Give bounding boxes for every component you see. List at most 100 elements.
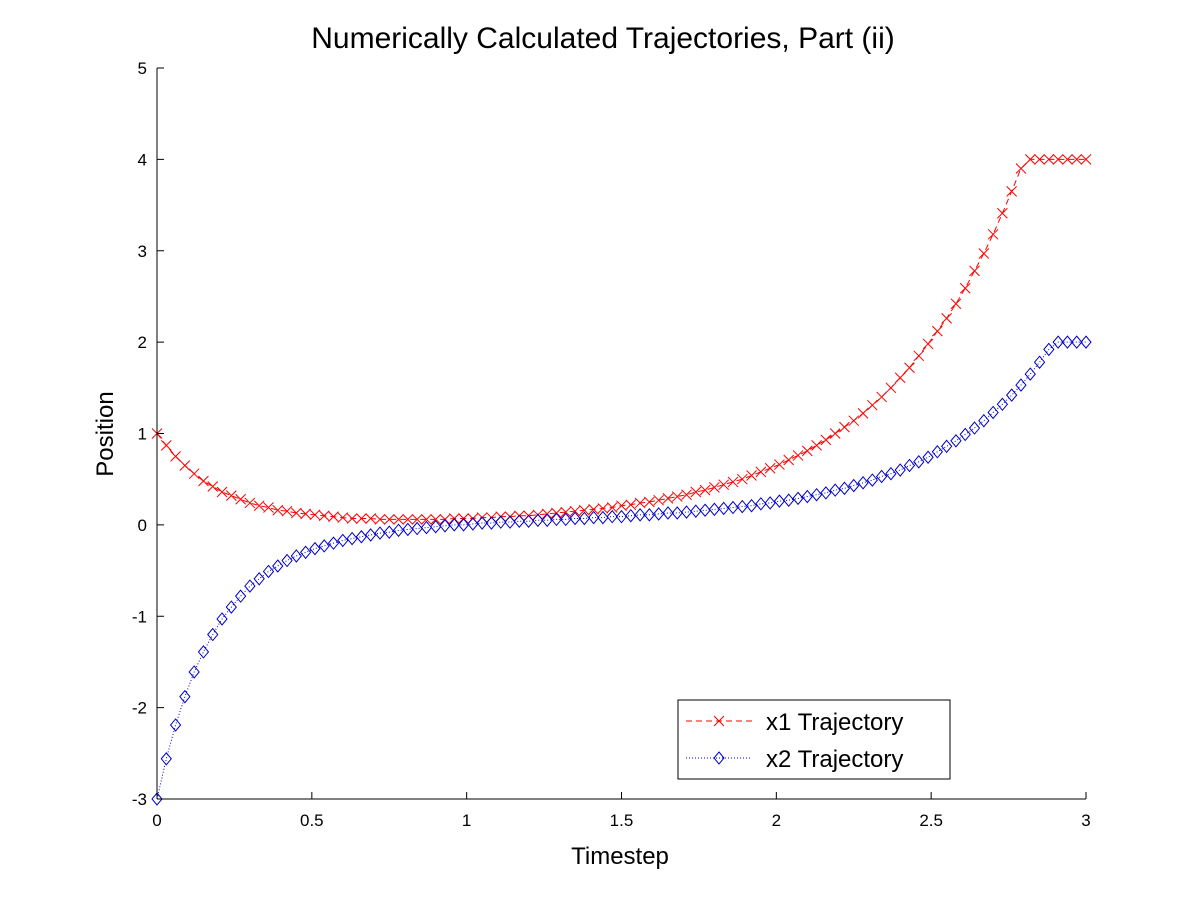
data-point <box>253 500 265 512</box>
data-point <box>346 513 358 524</box>
data-point <box>727 476 739 488</box>
ticks: 0 0.5 1 1.5 2 2.5 3 -3 -2 -1 0 1 2 3 4 5 <box>132 59 1091 830</box>
data-point <box>1052 335 1064 349</box>
data-point <box>356 513 367 524</box>
data-point <box>792 491 804 506</box>
data-point <box>616 500 627 512</box>
legend-marker-x2 <box>713 751 725 765</box>
y-axis-title: Position <box>92 391 119 476</box>
data-point <box>170 450 181 462</box>
data-point <box>941 313 953 324</box>
x-tick-label: 2 <box>772 811 781 830</box>
data-point <box>783 454 795 466</box>
data-point <box>374 526 386 540</box>
x-tick-label: 1 <box>462 811 471 830</box>
data-point <box>327 536 340 550</box>
data-point <box>1034 154 1045 165</box>
data-point <box>690 486 702 498</box>
data-point <box>829 428 841 439</box>
y-tick-label: 3 <box>138 242 147 261</box>
data-point <box>718 479 730 491</box>
data-point <box>318 539 330 553</box>
data-point <box>383 514 395 525</box>
data-point <box>374 514 386 525</box>
data-point <box>950 298 962 310</box>
legend-entry-x2: x2 Trajectory <box>686 746 903 773</box>
data-point <box>820 434 832 446</box>
data-point <box>1080 154 1092 165</box>
data-point <box>578 511 590 526</box>
data-point <box>932 325 943 337</box>
data-point <box>875 469 888 484</box>
data-point <box>690 504 702 518</box>
data-point <box>272 559 284 573</box>
legend-label-x1: x1 Trajectory <box>766 709 903 736</box>
data-point <box>309 509 321 521</box>
chart-title: Numerically Calculated Trajectories, Par… <box>311 22 895 55</box>
data-point <box>272 504 284 516</box>
data-point <box>1043 154 1055 165</box>
legend: x1 Trajectory x2 Trajectory <box>677 699 951 780</box>
data-point <box>931 444 944 459</box>
data-point <box>968 421 981 435</box>
data-point <box>866 473 878 487</box>
data-point <box>801 445 813 457</box>
data-point <box>848 415 860 427</box>
data-point <box>1033 355 1046 370</box>
y-tick-label: -3 <box>132 790 147 809</box>
data-point <box>644 496 655 508</box>
data-point <box>810 487 823 502</box>
data-point <box>541 513 553 528</box>
data-point <box>513 514 525 529</box>
data-point <box>746 470 757 481</box>
data-point <box>978 248 990 259</box>
data-point <box>179 460 191 471</box>
data-point <box>188 468 200 480</box>
data-point <box>727 500 739 515</box>
legend-marker-x1 <box>713 715 725 727</box>
data-point <box>1061 335 1074 349</box>
data-point <box>504 515 516 529</box>
data-point <box>532 513 544 528</box>
data-point <box>337 512 349 523</box>
data-point <box>467 517 479 531</box>
data-point <box>699 503 711 518</box>
y-tick-label: 1 <box>138 425 147 444</box>
data-point <box>774 459 785 470</box>
data-point <box>913 350 925 362</box>
data-point <box>587 510 600 525</box>
data-point <box>894 372 906 384</box>
data-point <box>365 513 377 524</box>
data-point <box>263 502 274 513</box>
data-point <box>820 486 832 500</box>
data-point <box>281 505 293 517</box>
data-point <box>411 514 423 525</box>
legend-box <box>677 699 951 780</box>
data-point <box>160 752 172 766</box>
data-point <box>671 506 683 520</box>
data-point <box>522 514 535 529</box>
data-point <box>839 421 850 433</box>
data-point <box>876 391 887 403</box>
data-point <box>448 518 460 532</box>
data-point <box>848 478 860 493</box>
x-tick-label: 2.5 <box>919 811 943 830</box>
data-point <box>653 494 665 506</box>
data-point <box>597 503 609 514</box>
data-point <box>588 503 599 515</box>
x-tick-label: 0.5 <box>300 811 324 830</box>
data-point <box>235 493 246 505</box>
data-point <box>290 507 302 519</box>
data-point <box>755 466 767 478</box>
data-point <box>234 589 247 603</box>
data-point <box>430 519 442 534</box>
data-point <box>550 512 563 527</box>
x-tick-label: 1.5 <box>610 811 634 830</box>
data-point <box>309 541 321 556</box>
data-point <box>950 434 962 448</box>
data-point <box>662 493 674 504</box>
series-2 <box>151 335 1092 806</box>
data-point <box>290 549 303 563</box>
